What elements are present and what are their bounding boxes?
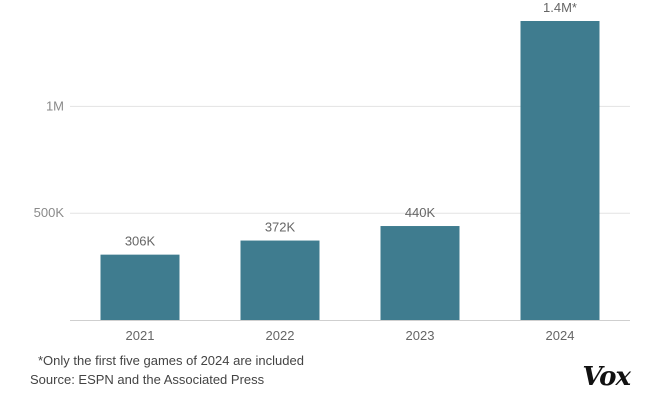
- bar-2022: [240, 240, 320, 320]
- data-label-2022: 372K: [265, 220, 296, 235]
- x-tick-label-2021: 2021: [126, 328, 155, 343]
- source-note: Source: ESPN and the Associated Press: [30, 372, 265, 387]
- data-label-2021: 306K: [125, 234, 156, 249]
- vox-logo: Vox: [582, 362, 631, 392]
- y-tick-label: 1M: [46, 98, 64, 113]
- bar-2024: [520, 21, 600, 320]
- bar-2023: [380, 226, 460, 320]
- x-axis-labels: 2021 2022 2023 2024: [126, 328, 575, 343]
- y-tick-label: 500K: [34, 205, 65, 220]
- x-tick-label-2023: 2023: [406, 328, 435, 343]
- bar-2021: [100, 254, 180, 320]
- x-tick-label-2022: 2022: [266, 328, 295, 343]
- y-axis-ticks: 500K 1M: [34, 98, 65, 220]
- footnote: *Only the first five games of 2024 are i…: [38, 353, 304, 368]
- data-labels: 306K 372K 440K 1.4M*: [125, 0, 577, 249]
- data-label-2024: 1.4M*: [543, 0, 577, 15]
- bars: [100, 21, 600, 320]
- data-label-2023: 440K: [405, 205, 436, 220]
- x-tick-label-2024: 2024: [546, 328, 575, 343]
